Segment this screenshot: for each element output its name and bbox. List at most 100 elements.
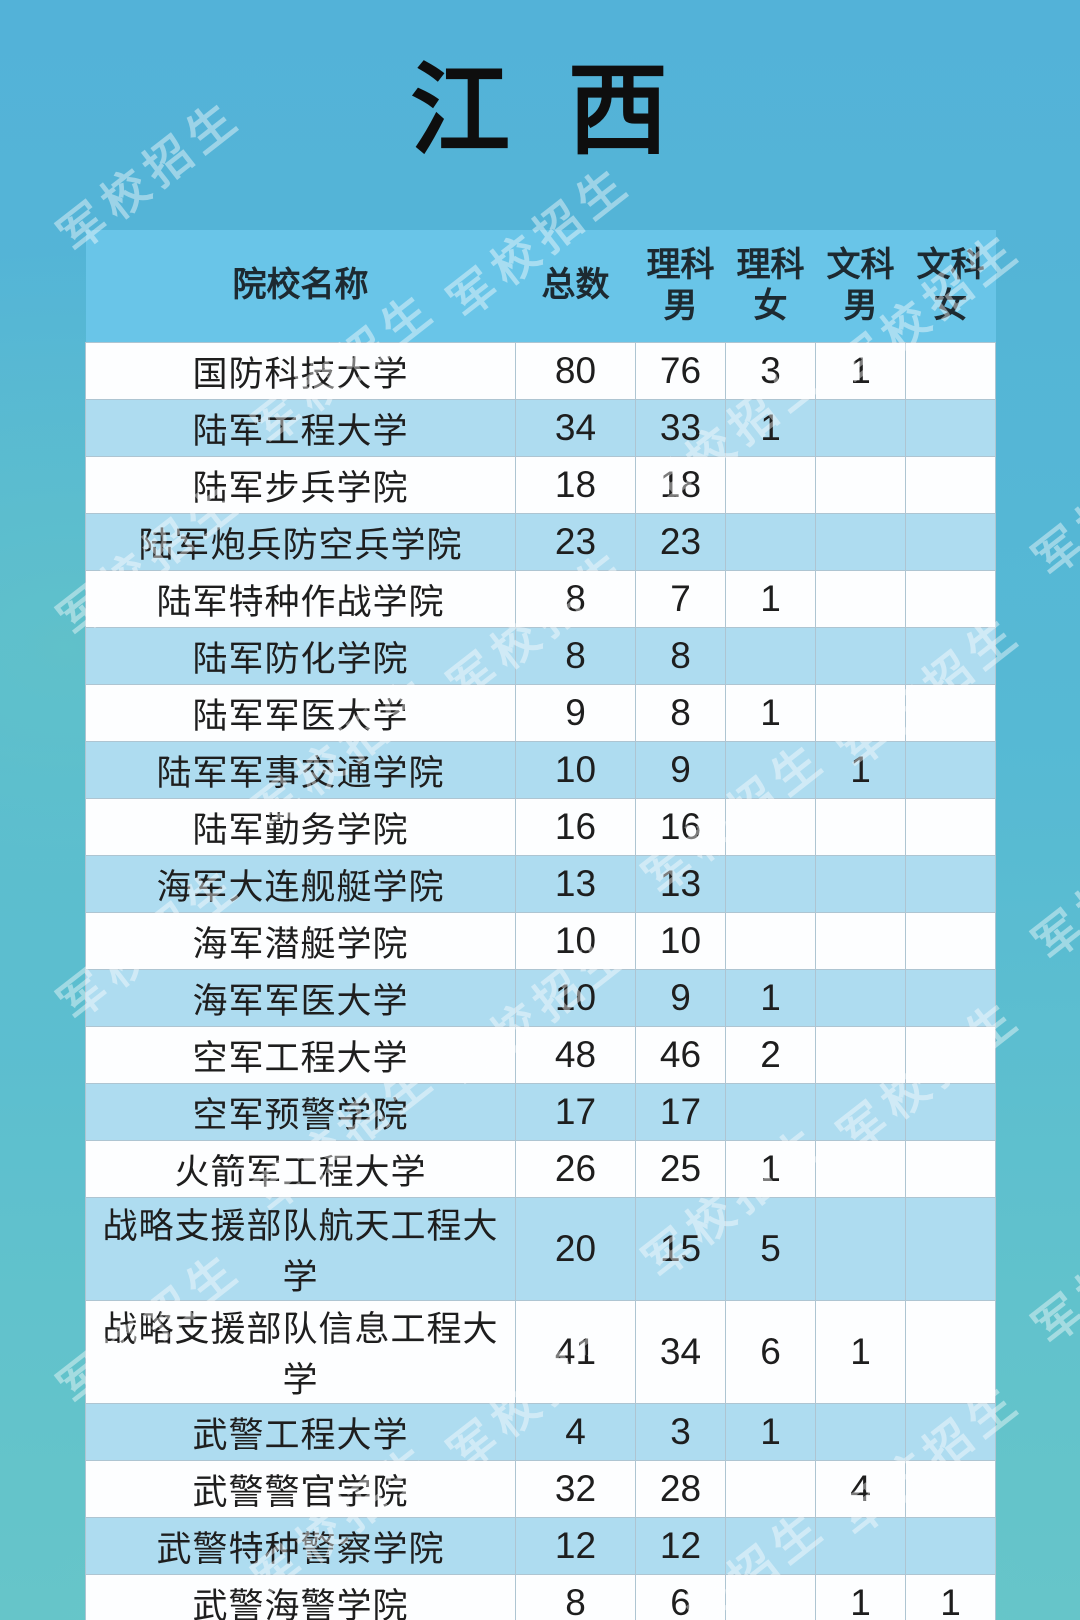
column-header: 理科 男 [635, 230, 726, 343]
table-row: 陆军军事交通学院 10 9 1 [85, 741, 996, 799]
count-cell: 1 [815, 741, 906, 799]
count-cell: 9 [635, 969, 726, 1027]
table-row: 国防科技大学 80 76 3 1 [85, 342, 996, 400]
column-header: 总数 [515, 230, 636, 343]
count-cell: 76 [635, 342, 726, 400]
count-cell: 48 [515, 1026, 636, 1084]
count-cell [815, 1517, 906, 1575]
count-cell [815, 1197, 906, 1301]
column-header: 院校名称 [85, 230, 516, 343]
page-title: 江 西 [410, 55, 670, 167]
count-cell: 80 [515, 342, 636, 400]
count-cell [815, 513, 906, 571]
school-name-cell: 战略支援部队信息工程大学 [85, 1300, 516, 1404]
count-cell: 8 [515, 570, 636, 628]
count-cell [905, 1460, 996, 1518]
count-cell: 34 [635, 1300, 726, 1404]
count-cell: 8 [635, 684, 726, 742]
school-name-cell: 海军军医大学 [85, 969, 516, 1027]
school-name-cell: 陆军军事交通学院 [85, 741, 516, 799]
school-name-cell: 陆军工程大学 [85, 399, 516, 457]
column-header: 理科 女 [725, 230, 816, 343]
count-cell: 1 [725, 969, 816, 1027]
count-cell [815, 399, 906, 457]
count-cell: 23 [515, 513, 636, 571]
table-row: 武警工程大学 4 3 1 [85, 1403, 996, 1461]
count-cell: 1 [815, 342, 906, 400]
count-cell: 46 [635, 1026, 726, 1084]
school-name-cell: 武警工程大学 [85, 1403, 516, 1461]
count-cell: 13 [515, 855, 636, 913]
count-cell [905, 912, 996, 970]
table-row: 海军潜艇学院 10 10 [85, 912, 996, 970]
school-name-cell: 武警海警学院 [85, 1574, 516, 1620]
count-cell [905, 741, 996, 799]
count-cell [725, 627, 816, 685]
count-cell: 4 [815, 1460, 906, 1518]
school-name-cell: 武警警官学院 [85, 1460, 516, 1518]
table-row: 武警警官学院 32 28 4 [85, 1460, 996, 1518]
count-cell: 9 [515, 684, 636, 742]
count-cell: 18 [635, 456, 726, 514]
column-header: 文科 女 [905, 230, 996, 343]
table-row: 空军预警学院 17 17 [85, 1083, 996, 1141]
count-cell: 1 [725, 399, 816, 457]
school-name-cell: 陆军特种作战学院 [85, 570, 516, 628]
school-name-cell: 陆军步兵学院 [85, 456, 516, 514]
school-name-cell: 陆军炮兵防空兵学院 [85, 513, 516, 571]
table-row: 海军军医大学 10 9 1 [85, 969, 996, 1027]
count-cell: 10 [515, 969, 636, 1027]
count-cell: 16 [515, 798, 636, 856]
count-cell: 1 [725, 1403, 816, 1461]
count-cell [905, 855, 996, 913]
header-row: 院校名称 总数 理科 男理科 女文科 男文科 女 [85, 230, 996, 343]
count-cell: 12 [635, 1517, 726, 1575]
table-row: 火箭军工程大学 26 25 1 [85, 1140, 996, 1198]
count-cell: 23 [635, 513, 726, 571]
count-cell: 6 [725, 1300, 816, 1404]
count-cell: 17 [515, 1083, 636, 1141]
count-cell [905, 1197, 996, 1301]
count-cell: 1 [815, 1574, 906, 1620]
watermark-text: 军校招生 [1018, 1557, 1080, 1620]
count-cell: 16 [635, 798, 726, 856]
count-cell: 10 [515, 741, 636, 799]
count-cell [725, 1517, 816, 1575]
count-cell: 5 [725, 1197, 816, 1301]
count-cell [725, 513, 816, 571]
count-cell: 4 [515, 1403, 636, 1461]
count-cell: 3 [725, 342, 816, 400]
count-cell [905, 798, 996, 856]
count-cell [725, 1460, 816, 1518]
watermark-text: 军校招生 [1023, 796, 1080, 971]
count-cell: 33 [635, 399, 726, 457]
count-cell [815, 456, 906, 514]
count-cell: 41 [515, 1300, 636, 1404]
school-name-cell: 海军潜艇学院 [85, 912, 516, 970]
table-row: 武警海警学院 8 6 1 1 [85, 1574, 996, 1620]
count-cell: 1 [815, 1300, 906, 1404]
watermark-text: 军校招生 [1023, 412, 1080, 587]
count-cell [905, 1026, 996, 1084]
table-row: 战略支援部队航天工程大学 20 15 5 [85, 1197, 996, 1301]
count-cell: 10 [635, 912, 726, 970]
count-cell [905, 1300, 996, 1404]
count-cell [815, 1026, 906, 1084]
table-row: 武警特种警察学院 12 12 [85, 1517, 996, 1575]
table-row: 陆军勤务学院 16 16 [85, 798, 996, 856]
school-name-cell: 国防科技大学 [85, 342, 516, 400]
table-row: 海军大连舰艇学院 13 13 [85, 855, 996, 913]
table-row: 空军工程大学 48 46 2 [85, 1026, 996, 1084]
table-body: 国防科技大学 80 76 3 1 陆军工程大学 34 33 1 陆军步兵学院 18 18 陆军炮兵防空兵… [85, 342, 996, 1620]
table-row: 陆军防化学院 8 8 [85, 627, 996, 685]
count-cell [815, 798, 906, 856]
count-cell [815, 1403, 906, 1461]
count-cell [815, 1083, 906, 1141]
count-cell [905, 1083, 996, 1141]
school-name-cell: 陆军勤务学院 [85, 798, 516, 856]
school-name-cell: 陆军防化学院 [85, 627, 516, 685]
count-cell [725, 1574, 816, 1620]
count-cell: 18 [515, 456, 636, 514]
count-cell [815, 969, 906, 1027]
count-cell: 12 [515, 1517, 636, 1575]
